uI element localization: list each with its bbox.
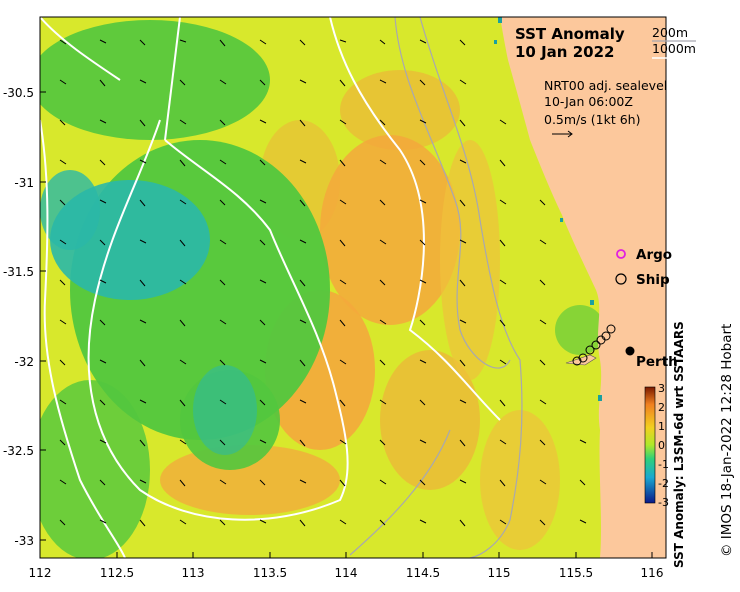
current-time: 10-Jan 06:00Z [544,94,633,109]
map-title: SST Anomaly [515,25,625,43]
y-tick-label: -32 [14,355,34,369]
y-axis: -30.5 -31 -31.5 -32 -32.5 -33 [3,86,46,548]
coastal-pixels [494,17,602,401]
credit-text: © IMOS 18-Jan-2022 12:28 Hobart [719,324,735,557]
x-tick-label: 112 [29,566,52,580]
svg-text:3: 3 [658,382,665,395]
x-tick-label: 113 [182,566,205,580]
x-tick-label: 115 [488,566,511,580]
contour-200m-label: 200m [652,25,688,40]
x-tick-label: 114.5 [406,566,440,580]
cold-anomaly-patches [40,170,257,455]
x-tick-label: 114 [335,566,358,580]
x-tick-label: 115.5 [559,566,593,580]
ship-label: Ship [636,272,670,288]
ship-track [572,324,616,366]
perth-label: Perth [636,354,678,370]
colorbar-label: SST Anomaly: L3SM-6d wrt SSTAARS [672,321,686,568]
svg-text:1: 1 [658,420,665,433]
land-mass [500,17,666,558]
ship-marker-icon [615,273,627,285]
map-date: 10 Jan 2022 [515,43,614,61]
map-plot-area [40,17,666,558]
contour-1000m-label: 1000m [652,41,696,56]
y-tick-label: -31.5 [3,265,34,279]
y-tick-label: -31 [14,176,34,190]
y-tick-label: -30.5 [3,86,34,100]
colorbar [644,386,656,504]
contour-1000m [40,17,501,558]
y-tick-label: -33 [14,534,34,548]
current-scale: 0.5m/s (1kt 6h) [544,112,640,127]
x-tick-label: 112.5 [100,566,134,580]
svg-text:2: 2 [658,401,665,414]
argo-marker-icon [616,249,626,259]
perth-marker [625,346,635,356]
argo-label: Argo [636,247,672,263]
svg-text:0: 0 [658,439,665,452]
svg-text:-3: -3 [658,496,669,509]
plot-border [39,16,667,559]
x-tick-label: 116 [641,566,664,580]
x-tick-label: 113.5 [253,566,287,580]
svg-text:-1: -1 [658,458,669,471]
colorbar-ticks: 3 2 1 0 -1 -2 -3 [658,382,669,509]
current-vectors [59,39,587,527]
scale-arrow-icon [552,130,573,138]
current-source: NRT00 adj. sealevel [544,78,667,93]
x-axis: 112 112.5 113 113.5 114 114.5 115 115.5 … [29,552,664,580]
y-tick-label: -32.5 [3,444,34,458]
svg-text:-2: -2 [658,477,669,490]
